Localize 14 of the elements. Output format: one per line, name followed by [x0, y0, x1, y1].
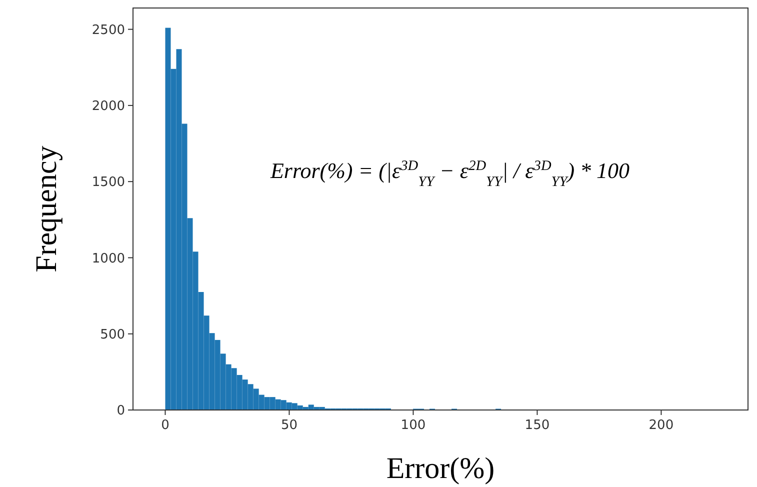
y-tick-label: 1500 [92, 175, 125, 190]
text: Error(%) = (|ε$^{3D}$$_{YY}$ − ε$^{2D}$$_{YY}$| / ε$^{3D}$$_{YY}$) * 100 [270, 158, 630, 190]
y-axis-title: Frequency [30, 146, 63, 272]
x-tick-label: 150 [524, 418, 550, 433]
y-tick-label: 2500 [92, 22, 125, 38]
x-tick-label: 200 [648, 418, 674, 433]
x-tick-label: 0 [161, 418, 170, 433]
x-tick-label: 100 [400, 418, 426, 433]
y-tick-label: 1000 [92, 251, 125, 266]
y-tick-label: 2000 [92, 99, 125, 114]
x-axis-title: Error(%) [386, 452, 495, 485]
y-tick-label: 0 [116, 404, 125, 419]
y-tick-label: 500 [100, 327, 125, 342]
x-tick-label: 50 [280, 418, 298, 433]
